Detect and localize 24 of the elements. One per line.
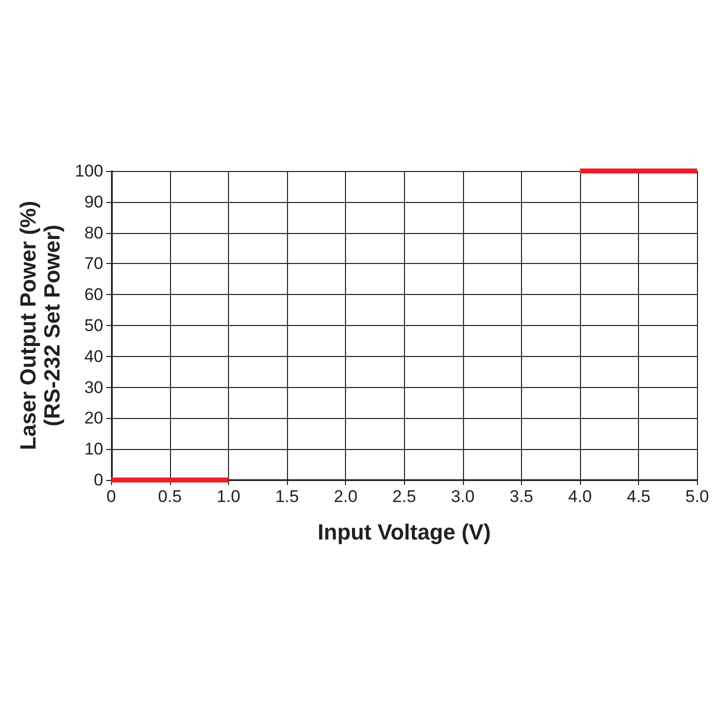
x-tick-label: 0.5 — [158, 487, 182, 506]
y-tick-label: 10 — [84, 440, 104, 459]
y-tick-label: 80 — [84, 223, 104, 242]
y-axis-title: Laser Output Power (%) (RS-232 Set Power) — [16, 200, 64, 450]
x-tick-label: 5.0 — [685, 487, 710, 506]
x-tick-label: 3.5 — [510, 487, 534, 506]
y-tick-label: 50 — [84, 316, 104, 335]
y-tick-label: 90 — [84, 192, 104, 212]
x-tick-label: 3.0 — [450, 487, 475, 506]
x-tick-label: 1.0 — [216, 487, 240, 506]
y-tick-label: 40 — [84, 346, 104, 366]
x-tick-label: 0 — [106, 487, 116, 506]
y-tick-label: 30 — [84, 378, 104, 397]
y-tick-label: 20 — [84, 408, 104, 428]
y-tick-label: 60 — [84, 285, 104, 304]
y-tick-label: 0 — [94, 470, 104, 490]
y-tick-label: 100 — [74, 162, 104, 180]
x-tick-label: 4.5 — [626, 487, 650, 506]
x-tick-label: 2.5 — [392, 487, 416, 506]
x-tick-label: 2.0 — [334, 487, 358, 506]
y-tick-label: 70 — [84, 254, 104, 274]
x-tick-label: 1.5 — [275, 487, 299, 506]
x-axis-title: Input Voltage (V) — [318, 520, 491, 544]
x-tick-label: 4.0 — [568, 487, 592, 506]
